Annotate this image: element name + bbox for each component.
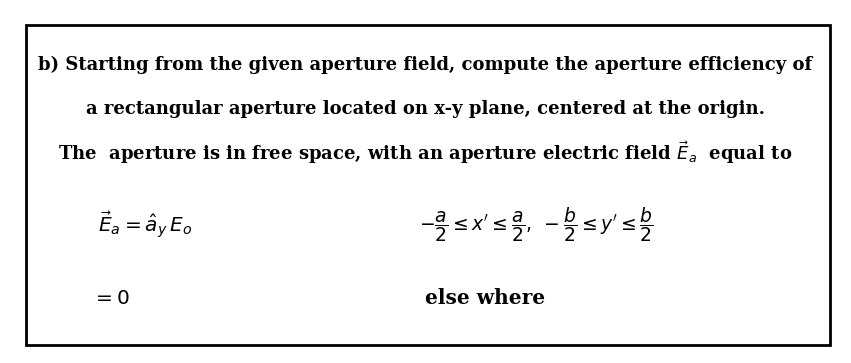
Text: else where: else where (425, 287, 545, 308)
Text: $\vec{E}_a = \hat{a}_y\, E_o$: $\vec{E}_a = \hat{a}_y\, E_o$ (98, 209, 191, 241)
Text: The  aperture is in free space, with an aperture electric field $\vec{E}_a$  equ: The aperture is in free space, with an a… (59, 139, 792, 166)
Text: $-\dfrac{a}{2} \leq x' \leq \dfrac{a}{2},\; -\dfrac{b}{2} \leq y' \leq \dfrac{b}: $-\dfrac{a}{2} \leq x' \leq \dfrac{a}{2}… (419, 205, 654, 245)
Text: b) Starting from the given aperture field, compute the aperture efficiency of: b) Starting from the given aperture fiel… (38, 56, 813, 74)
Text: $= 0$: $= 0$ (92, 287, 129, 308)
FancyBboxPatch shape (26, 25, 830, 345)
Text: a rectangular aperture located on x-y plane, centered at the origin.: a rectangular aperture located on x-y pl… (86, 100, 765, 118)
